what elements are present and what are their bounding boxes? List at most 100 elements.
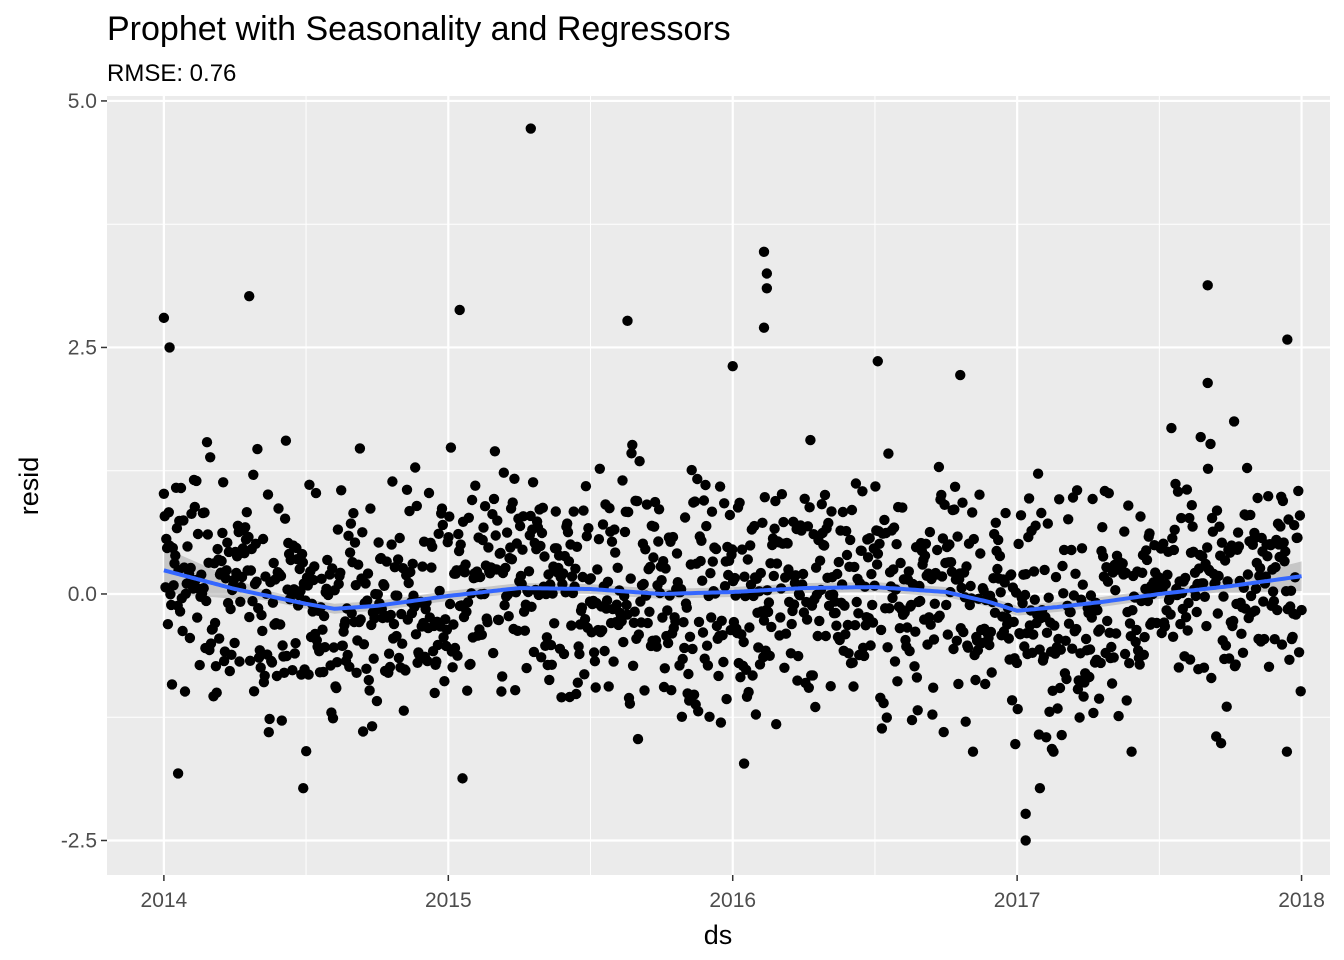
- data-point: [678, 617, 689, 628]
- data-point: [1003, 633, 1014, 644]
- data-point: [825, 681, 836, 692]
- data-point: [1097, 522, 1108, 533]
- data-point: [519, 625, 531, 636]
- data-point: [1202, 463, 1214, 474]
- data-point: [1170, 478, 1181, 490]
- data-point: [770, 495, 781, 507]
- data-point: [585, 573, 596, 584]
- data-point: [644, 606, 655, 617]
- data-point: [1212, 608, 1224, 619]
- data-point: [163, 507, 174, 518]
- data-point: [392, 590, 403, 601]
- data-point: [1011, 657, 1023, 669]
- data-point: [521, 662, 532, 674]
- data-point: [906, 714, 918, 726]
- data-point: [779, 662, 790, 673]
- data-point: [925, 619, 936, 630]
- data-point: [216, 555, 227, 567]
- data-point: [1088, 707, 1099, 719]
- data-point: [816, 499, 827, 510]
- data-point: [1166, 422, 1177, 434]
- data-point: [1272, 604, 1283, 616]
- data-point: [1186, 500, 1198, 511]
- data-point: [192, 528, 204, 540]
- data-point: [371, 695, 383, 707]
- data-point: [479, 501, 491, 512]
- y-tick-label: -2.5: [61, 829, 97, 852]
- data-point: [400, 665, 411, 676]
- data-point: [535, 540, 546, 552]
- data-point: [831, 620, 842, 631]
- data-point: [581, 531, 592, 542]
- data-point: [1020, 808, 1031, 820]
- data-point: [1259, 633, 1270, 645]
- data-point: [1036, 507, 1047, 519]
- data-point: [363, 674, 374, 686]
- data-point: [362, 595, 373, 606]
- data-point: [546, 659, 557, 670]
- data-point: [224, 665, 235, 677]
- data-point: [427, 541, 438, 552]
- data-point: [256, 609, 267, 621]
- data-point: [345, 518, 357, 529]
- data-point: [346, 608, 357, 619]
- data-point: [1042, 518, 1054, 529]
- data-point: [666, 685, 677, 696]
- data-point: [407, 558, 418, 569]
- data-point: [209, 617, 221, 629]
- data-point: [1113, 710, 1124, 722]
- data-point: [355, 614, 366, 625]
- data-point: [920, 538, 932, 549]
- data-point: [1292, 532, 1303, 543]
- data-point: [431, 656, 442, 667]
- data-point: [434, 585, 445, 597]
- data-point: [628, 617, 640, 628]
- data-point: [778, 516, 789, 528]
- data-point: [1167, 631, 1179, 642]
- data-point: [942, 629, 953, 640]
- data-point: [439, 676, 450, 687]
- data-point: [841, 525, 852, 537]
- data-point: [590, 682, 601, 693]
- data-point: [394, 532, 405, 544]
- data-point: [304, 479, 315, 490]
- data-point: [799, 493, 810, 504]
- data-point: [199, 507, 210, 518]
- data-point: [539, 551, 550, 562]
- data-point: [429, 687, 440, 699]
- data-point: [482, 617, 493, 628]
- data-point: [819, 489, 831, 501]
- data-point: [872, 548, 884, 559]
- data-points: [158, 123, 1307, 846]
- data-point: [170, 550, 181, 561]
- data-point: [985, 626, 997, 638]
- data-point: [381, 556, 392, 567]
- data-point: [570, 563, 581, 574]
- data-point: [775, 612, 786, 623]
- data-point: [1057, 560, 1068, 572]
- data-point: [656, 575, 667, 586]
- data-point: [1206, 672, 1217, 684]
- data-point: [849, 620, 861, 631]
- data-point: [1061, 673, 1072, 685]
- data-point: [198, 583, 209, 594]
- x-tick-label: 2015: [425, 889, 472, 912]
- data-point: [422, 655, 433, 667]
- data-point: [1102, 615, 1113, 627]
- data-point: [385, 609, 396, 621]
- data-point: [889, 656, 901, 667]
- data-point: [397, 638, 408, 649]
- data-point: [257, 625, 268, 637]
- data-point: [738, 758, 750, 769]
- data-point: [632, 495, 643, 507]
- data-point: [1034, 783, 1046, 794]
- data-point: [743, 686, 754, 698]
- data-point: [281, 650, 292, 662]
- data-point: [289, 648, 300, 659]
- data-point: [788, 599, 800, 610]
- data-point: [369, 613, 380, 624]
- data-point: [1249, 527, 1260, 539]
- y-tick-label: 2.5: [68, 336, 97, 359]
- data-point: [398, 705, 409, 716]
- data-point: [279, 667, 290, 678]
